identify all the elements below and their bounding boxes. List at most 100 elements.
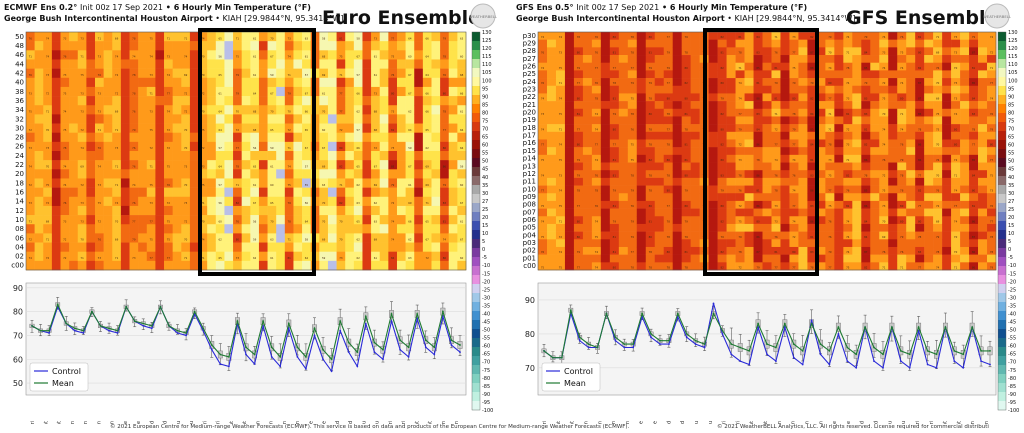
gfs-heatmap-cell-value: 76 <box>900 35 904 39</box>
gfs-heatmap-cell <box>690 162 700 171</box>
gfs-heatmap-cell <box>951 223 961 232</box>
euro-mean-point <box>133 320 136 322</box>
gfs-heatmap-cell <box>690 177 700 186</box>
euro-heatmap-cell-value: 79 <box>287 201 291 205</box>
gfs-heatmap-cell-value: 77 <box>667 81 671 85</box>
euro-heatmap-cell-value: 72 <box>167 146 171 150</box>
gfs-heatmap-cell <box>969 62 979 71</box>
gfs-colorbar-segment <box>998 356 1006 366</box>
euro-colorbar-tick: -25 <box>482 287 490 293</box>
euro-heatmap-cell <box>431 242 441 252</box>
gfs-heatmap-cell <box>978 108 988 117</box>
euro-heatmap-cell <box>345 114 355 124</box>
euro-heatmap-cell <box>405 68 415 79</box>
gfs-heatmap-cell <box>888 108 898 117</box>
gfs-heatmap-cell <box>789 254 799 263</box>
euro-heatmap-cell <box>293 251 303 262</box>
gfs-heatmap-cell <box>915 139 925 148</box>
euro-heatmap-cell <box>155 114 165 124</box>
euro-heatmap-cell <box>189 105 199 115</box>
gfs-heatmap-cell <box>915 177 925 186</box>
euro-heatmap-cell-value: 67 <box>408 164 412 168</box>
euro-heatmap-cell <box>241 233 251 243</box>
euro-heatmap-cell <box>457 86 467 97</box>
gfs-heatmap-cell <box>564 193 575 202</box>
euro-heatmap-cell <box>120 77 130 88</box>
gfs-heatmap-cell <box>681 124 691 133</box>
gfs-colorbar-tick: -30 <box>1008 295 1016 301</box>
gfs-heatmap-cell-value: 79 <box>613 219 617 223</box>
gfs-heatmap-cell <box>897 239 907 248</box>
euro-heatmap-cell-value: 69 <box>426 164 430 168</box>
gfs-heatmap-cell <box>690 39 700 48</box>
euro-heatmap-cell <box>448 141 458 152</box>
gfs-heatmap-cell-value: 87 <box>864 250 868 254</box>
euro-heatmap-cell-value: 76 <box>98 73 102 77</box>
gfs-heatmap-cell <box>978 254 988 263</box>
euro-heatmap-cell <box>405 114 415 124</box>
euro-heatmap-cell <box>198 59 208 69</box>
euro-heatmap-cell-value: 71 <box>29 55 33 59</box>
gfs-heatmap-cell <box>690 231 700 240</box>
gfs-heatmap-cell <box>960 254 970 263</box>
euro-heatmap-cell <box>440 50 450 60</box>
gfs-heatmap-cell <box>573 170 584 179</box>
gfs-heatmap-cell <box>726 185 736 194</box>
gfs-heatmap-cell <box>591 185 602 194</box>
euro-heatmap-cell-value: 63 <box>460 36 464 40</box>
gfs-heatmap-cell-value: 80 <box>667 250 671 254</box>
gfs-heatmap-cell-value: 78 <box>649 189 653 193</box>
euro-heatmap-cell <box>86 141 96 152</box>
euro-control-point <box>296 356 299 358</box>
euro-heatmap-cell <box>327 260 337 271</box>
euro-heatmap-cell <box>276 233 286 243</box>
gfs-heatmap-cell-value: 77 <box>990 81 994 85</box>
euro-heatmap-cell <box>345 151 355 161</box>
euro-heatmap-cell <box>284 196 294 207</box>
gfs-heatmap-cell <box>627 93 638 102</box>
gfs-heatmap-cell <box>538 131 548 140</box>
euro-heatmap-cell <box>146 59 156 69</box>
euro-heatmap-cell-value: 80 <box>443 91 447 95</box>
euro-day-label: Wed <box>163 421 169 424</box>
gfs-heatmap-cell-value: 77 <box>667 127 671 131</box>
gfs-heatmap-cell <box>789 116 799 125</box>
euro-heatmap-cell <box>379 224 389 234</box>
gfs-heatmap-cell <box>978 139 988 148</box>
gfs-heatmap-cell <box>798 116 808 125</box>
gfs-heatmap-cell-value: 80 <box>954 127 958 131</box>
euro-colorbar-segment <box>472 392 480 402</box>
euro-heatmap-cell <box>112 114 122 124</box>
gfs-heatmap-cell <box>924 39 934 48</box>
gfs-heatmap-cell <box>852 231 862 240</box>
euro-heatmap-cell <box>120 224 130 234</box>
gfs-heatmap-cell <box>744 47 754 56</box>
euro-heatmap-cell <box>233 132 242 143</box>
gfs-heatmap-cell <box>744 70 754 79</box>
euro-control-point <box>176 332 179 334</box>
euro-heatmap-cell-value: 72 <box>115 73 119 77</box>
euro-control-point <box>185 334 188 337</box>
euro-heatmap-cell <box>448 41 458 51</box>
euro-heatmap-cell <box>215 187 225 198</box>
euro-heatmap-cell-value: 80 <box>236 238 240 242</box>
gfs-heatmap-cell <box>654 200 665 209</box>
gfs-heatmap-cell-value: 72 <box>990 51 994 55</box>
gfs-heatmap-cell <box>681 32 691 40</box>
euro-heatmap-cell <box>112 233 122 243</box>
gfs-heatmap-cell <box>843 185 853 194</box>
euro-heatmap-cell <box>69 68 79 79</box>
gfs-heatmap-cell <box>825 116 835 125</box>
euro-heatmap-cell <box>293 196 303 207</box>
gfs-heatmap-cell <box>978 246 988 255</box>
gfs-heatmap-cell <box>807 170 817 179</box>
gfs-heatmap-cell <box>663 170 674 179</box>
gfs-heatmap-cell <box>852 131 862 140</box>
gfs-heatmap-cell <box>654 32 665 40</box>
gfs-heatmap-cell <box>915 223 925 232</box>
euro-heatmap-cell-value: 72 <box>29 238 33 242</box>
gfs-heatmap-cell <box>888 78 898 87</box>
euro-heatmap-cell-value: 59 <box>270 73 274 77</box>
euro-heatmap-cell <box>267 160 277 170</box>
gfs-heatmap-cell <box>933 124 943 133</box>
